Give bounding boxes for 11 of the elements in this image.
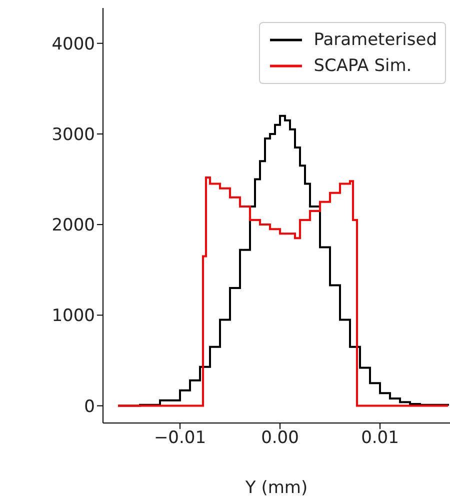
y-tick-label: 1000 <box>52 306 95 326</box>
legend-label: Parameterised <box>314 29 437 52</box>
y-tick-label: 2000 <box>52 216 95 236</box>
x-tick-label: 0.00 <box>261 428 299 448</box>
y-tick-label: 3000 <box>52 124 95 145</box>
x-tick-label: 0.01 <box>361 428 399 448</box>
y-tick-label: 4000 <box>52 34 95 54</box>
x-tick-label: −0.01 <box>154 428 206 448</box>
x-axis-title: Y (mm) <box>244 478 308 498</box>
legend-label: SCAPA Sim. <box>314 55 412 78</box>
y-tick-label: 0 <box>84 396 95 417</box>
